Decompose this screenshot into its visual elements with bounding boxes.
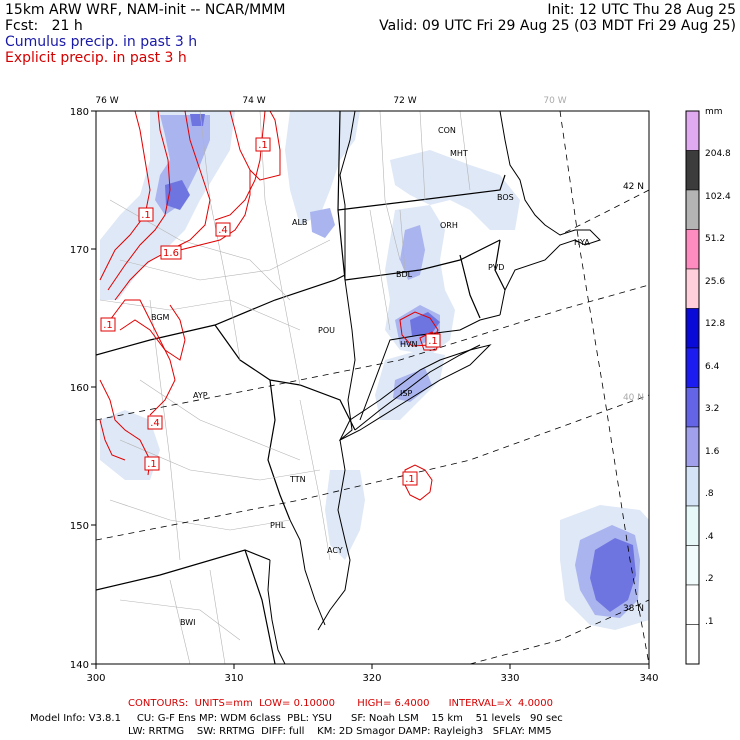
model-info-line2: LW: RRTMG SW: RRTMG DIFF: full KM: 2D Sm… [128,726,552,737]
y-tick-label: 140 [70,660,89,671]
station-label: MHT [450,149,468,158]
colorbar-swatch [685,150,700,191]
x-tick-label: 330 [500,673,519,684]
colorbar-swatch [685,268,700,309]
colorbar-label: 12.8 [705,319,725,329]
contour-label: .1 [258,140,268,151]
colorbar-swatch [685,347,700,388]
station-label: PHL [270,521,286,530]
lon-label: 76 W [95,96,118,106]
station-label: BOS [497,193,514,202]
y-tick-label: 150 [70,521,89,532]
contour-label: 1.6 [163,248,179,259]
lat-labels: 42 N 40 N 38 N [623,182,644,614]
valid-time: Valid: 09 UTC Fri 29 Aug 25 (03 MDT Fri … [379,18,736,34]
station-label: HYA [574,238,590,247]
x-tick-label: 320 [362,673,381,684]
lon-label: 72 W [393,96,416,106]
y-axis-labels: 180 170 160 150 140 [70,107,89,671]
station-label: PVD [488,263,504,272]
station-label: CON [438,126,456,135]
station-label: ALB [292,218,307,227]
lat-label: 42 N [623,182,644,192]
lon-label: 70 W [543,96,566,106]
station-label: ACY [327,546,343,555]
station-label: ISP [400,389,412,398]
station-labels: CON MHT BOS ALB ORH PVD BDL BGM POU HVN … [151,126,590,627]
station-label: BGM [151,313,170,322]
colorbar-label: 25.6 [705,277,725,287]
colorbar-swatch [685,624,700,665]
colorbar-swatch [685,545,700,586]
station-label: BDL [396,270,413,279]
colorbar-label: 102.4 [705,192,731,202]
colorbar-swatch [685,110,700,151]
cumulus-shading-dark [165,114,636,612]
colorbar-swatch [685,426,700,467]
contour-label: .4 [218,225,228,236]
contour-label: .1 [428,336,438,347]
y-tick-label: 160 [70,383,89,394]
station-label: TTN [289,475,306,484]
colorbar-labels: 204.8 102.4 51.2 25.6 12.8 6.4 3.2 1.6 .… [705,149,731,627]
y-tick-label: 180 [70,107,89,118]
lon-label: 74 W [242,96,265,106]
colorbar-label: .1 [705,617,714,627]
colorbar [685,110,700,665]
x-tick-label: 300 [86,673,105,684]
station-label: BWI [180,618,195,627]
lon-labels: 76 W 74 W 72 W 70 W [95,96,566,106]
station-label: AYP [193,391,208,400]
graticule [96,111,649,664]
lat-label: 38 N [623,604,644,614]
colorbar-label: 3.2 [705,404,719,414]
cumulus-label: Cumulus precip. in past 3 h [5,34,198,50]
axis-ticks [91,110,650,669]
colorbar-label: 1.6 [705,447,720,457]
model-title: 15km ARW WRF, NAM-init -- NCAR/MMM [5,2,286,18]
colorbar-label: 204.8 [705,149,731,159]
contour-labels: .1 .1 .4 1.6 .1 .1 .4 .1 .1 [100,137,441,486]
forecast-hour: Fcst: 21 h [5,18,83,34]
x-tick-label: 340 [639,673,658,684]
colorbar-swatch [685,584,700,625]
colorbar-swatch [685,189,700,230]
contour-label: .1 [141,210,151,221]
contour-label: .1 [147,459,157,470]
colorbar-swatch [685,466,700,507]
colorbar-frame [685,110,700,665]
y-tick-label: 170 [70,245,89,256]
lat-label: 40 N [623,393,644,403]
colorbar-swatch [685,229,700,270]
contour-label: .1 [405,474,415,485]
x-tick-label: 310 [224,673,243,684]
colorbar-unit: mm [705,107,723,117]
colorbar-swatch [685,505,700,546]
colorbar-label: 6.4 [705,362,720,372]
station-label: ORH [440,221,458,230]
colorbar-swatch [685,387,700,428]
explicit-label: Explicit precip. in past 3 h [5,50,187,66]
state-borders [96,111,506,664]
station-label: HVN [400,340,417,349]
contour-label: .1 [103,320,113,331]
x-axis-labels: 300 310 320 330 340 [86,673,658,684]
contour-label: .4 [150,418,160,429]
contours-info: CONTOURS: UNITS=mm LOW= 0.10000 HIGH= 6.… [128,698,554,709]
colorbar-label: 51.2 [705,234,725,244]
colorbar-label: .4 [705,532,714,542]
coastline [267,111,601,664]
init-time: Init: 12 UTC Thu 28 Aug 25 [547,2,736,18]
colorbar-label: .2 [705,574,714,584]
model-info-line1: Model Info: V3.8.1 CU: G-F Ens MP: WDM 6… [30,713,563,724]
station-label: POU [318,326,335,335]
colorbar-swatch [685,308,700,349]
colorbar-label: .8 [705,489,714,499]
